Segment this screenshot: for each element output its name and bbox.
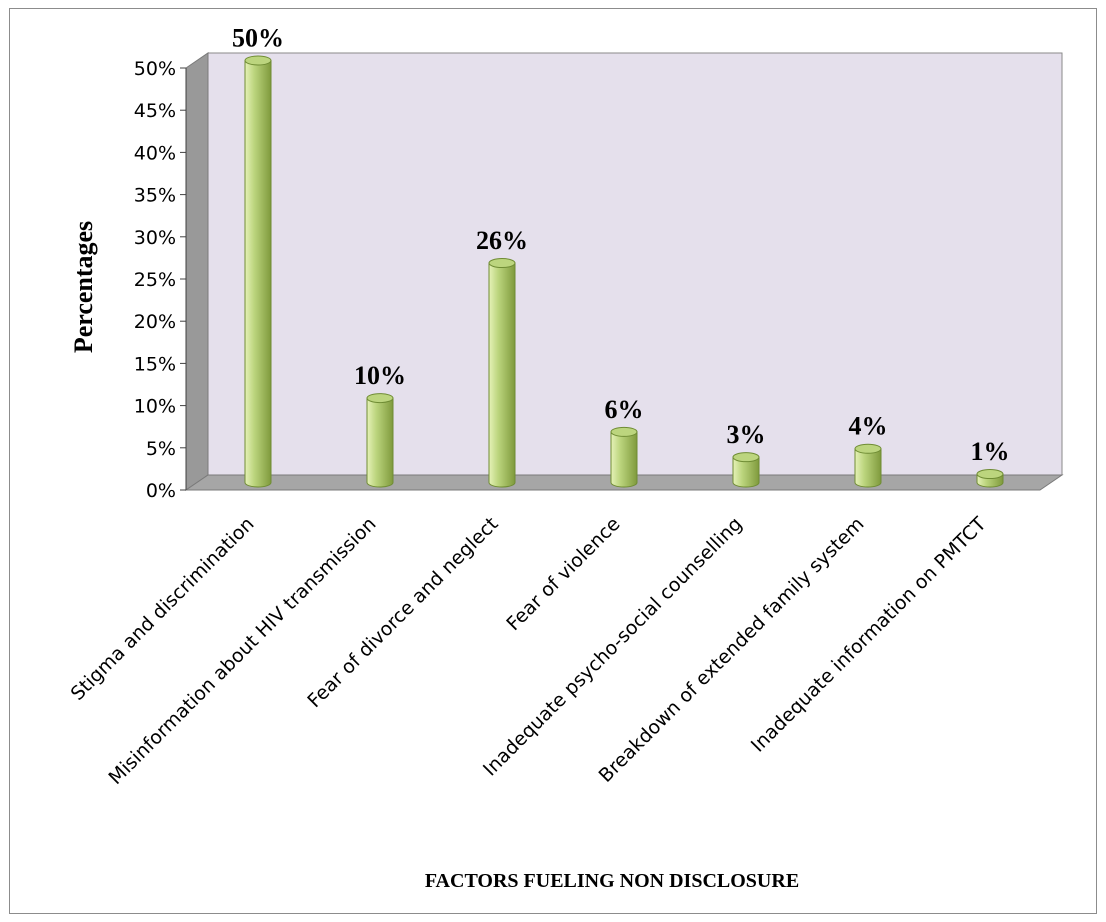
bar	[976, 469, 1004, 488]
x-axis-title: FACTORS FUELING NON DISCLOSURE	[425, 870, 799, 892]
bar-top	[610, 426, 638, 437]
category-label: Misinformation about HIV transmission	[104, 513, 380, 789]
side-wall	[185, 52, 209, 491]
bar-body	[244, 60, 272, 488]
data-label: 6%	[605, 395, 644, 424]
y-tick-label: 35%	[134, 185, 176, 207]
data-label: 10%	[354, 361, 406, 390]
bar	[610, 426, 638, 488]
bar-body	[610, 431, 638, 488]
bar-top	[366, 393, 394, 404]
bar-body	[732, 456, 760, 488]
bar-top	[854, 443, 882, 454]
bar-top	[732, 452, 760, 463]
y-tick-label: 45%	[134, 100, 176, 122]
y-tick-label: 20%	[134, 311, 176, 333]
bar	[732, 452, 760, 488]
bar-top	[976, 469, 1004, 480]
bar-top	[488, 258, 516, 269]
y-tick-label: 40%	[134, 142, 176, 164]
data-label: 26%	[476, 226, 528, 255]
y-tick-label: 5%	[146, 438, 176, 460]
bar	[488, 258, 516, 488]
y-tick-label: 50%	[134, 58, 176, 80]
chart-svg: 0% 5% 10% 15% 20% 25% 30% 35% 40% 45% 50% 50% 10% 26…	[67, 24, 1064, 892]
bar	[854, 443, 882, 488]
y-tick-label: 25%	[134, 269, 176, 291]
data-label: 3%	[727, 420, 766, 449]
bar-body	[854, 448, 882, 488]
category-label: Inadequate information on PMTCT	[747, 513, 991, 757]
category-label: Fear of divorce and neglect	[303, 513, 502, 712]
category-label: Breakdown of extended family system	[595, 513, 869, 787]
bar-body	[488, 262, 516, 488]
data-label: 50%	[232, 24, 284, 53]
y-axis-title: Percentages	[69, 221, 98, 353]
y-tick-label: 0%	[146, 480, 176, 502]
chart-frame: 0% 5% 10% 15% 20% 25% 30% 35% 40% 45% 50% 50% 10% 26…	[9, 8, 1097, 914]
y-tick-label: 15%	[134, 353, 176, 375]
bar-top	[244, 55, 272, 66]
data-label: 1%	[971, 437, 1010, 466]
category-label: Fear of violence	[502, 513, 624, 635]
bar	[244, 55, 272, 488]
y-tick-label: 30%	[134, 227, 176, 249]
y-tick-label: 10%	[134, 396, 176, 418]
data-label: 4%	[849, 412, 888, 441]
category-label: Inadequate psycho-social counselling	[479, 513, 747, 781]
bar-body	[366, 397, 394, 488]
bar	[366, 393, 394, 488]
